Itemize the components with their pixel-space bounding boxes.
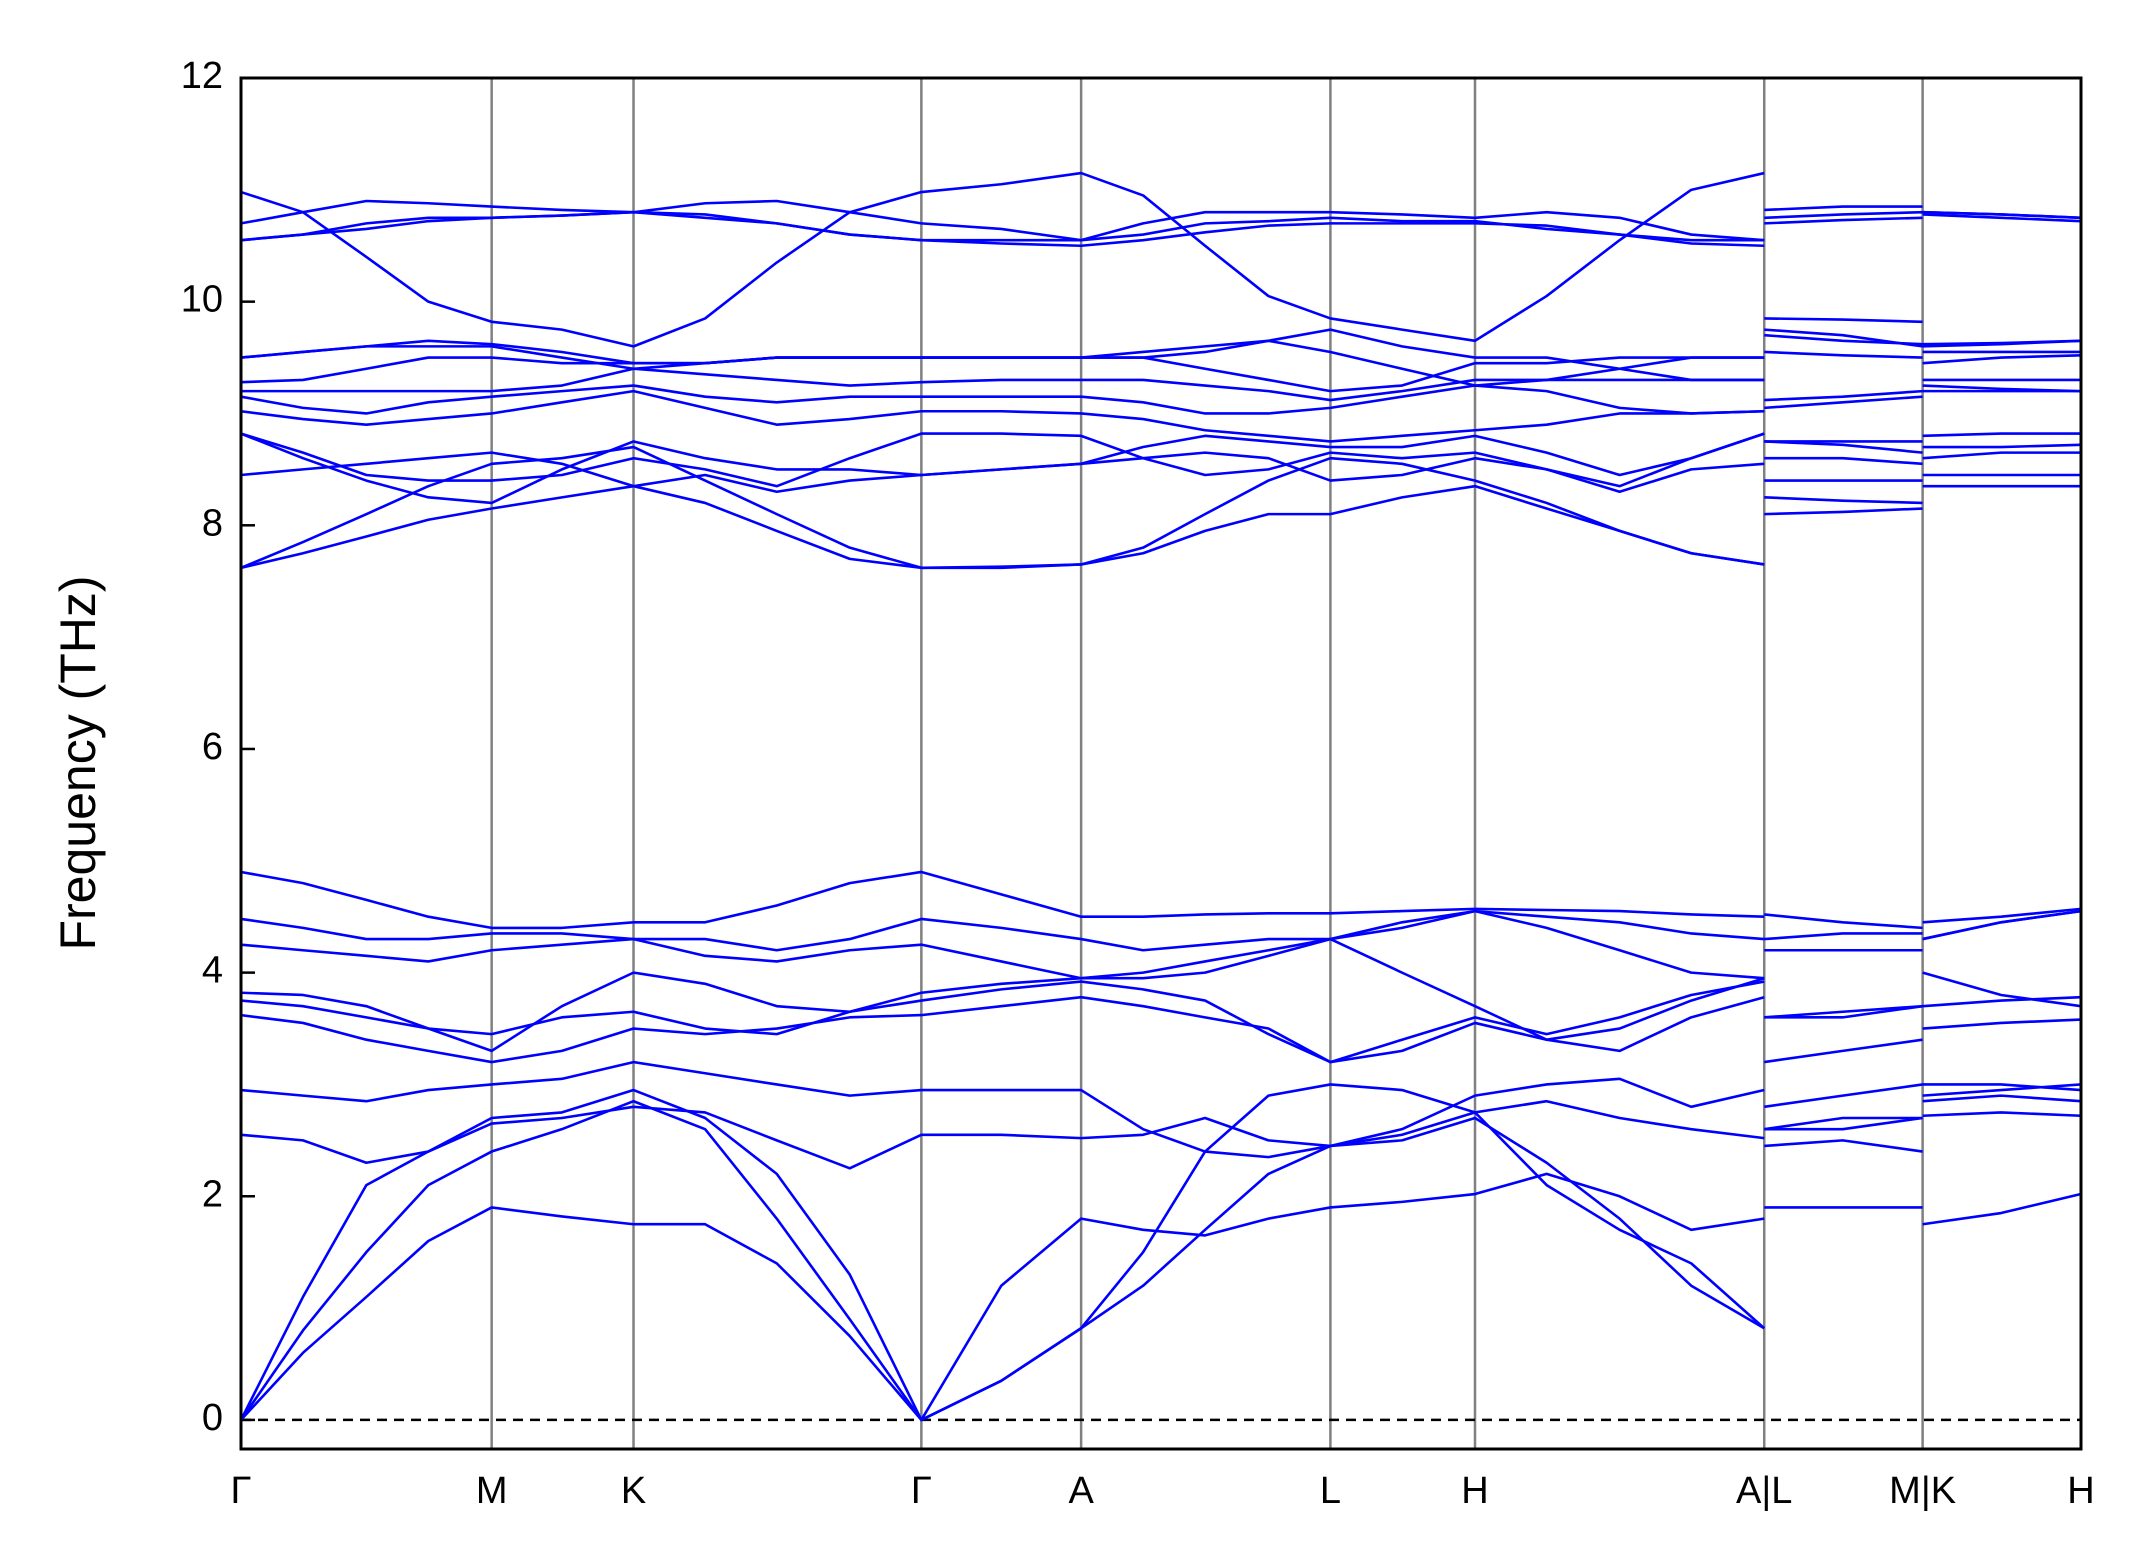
y-tick-label: 6 (202, 726, 223, 768)
x-tick-label: A (1068, 1470, 1094, 1512)
x-tick-label: M (476, 1470, 508, 1512)
band-line (240, 1094, 2082, 1170)
band-line (239, 1088, 2082, 1422)
band-line (240, 328, 2081, 382)
band-line (240, 210, 2082, 242)
band-line (241, 367, 2081, 402)
band-line (240, 384, 2082, 415)
band-line (239, 1083, 2082, 1422)
y-tick-label: 2 (202, 1173, 223, 1215)
band-line (240, 870, 2082, 930)
plot-frame (239, 76, 2083, 1451)
band-line (240, 995, 2082, 1064)
band-line (240, 445, 2081, 570)
x-tick-label: H (2067, 1470, 2094, 1512)
band-line (240, 1060, 2082, 1159)
band-line (240, 1111, 2082, 1422)
band-line (240, 171, 2082, 348)
x-tick-label: Γ (911, 1470, 932, 1512)
band-line (240, 350, 2082, 393)
band-line (240, 980, 2082, 1064)
x-tick-label: H (1461, 1470, 1488, 1512)
band-line (240, 199, 2082, 242)
x-tick-label: K (621, 1470, 646, 1512)
x-tick-label: A|L (1736, 1470, 1792, 1512)
band-line (240, 909, 2082, 952)
band-line (240, 432, 2081, 505)
x-tick-label: Γ (231, 1470, 252, 1512)
y-tick-label: 10 (181, 279, 223, 321)
band-line (240, 937, 2082, 1053)
y-tick-label: 8 (202, 502, 223, 544)
y-tick-label: 12 (181, 55, 223, 97)
y-tick-label: 4 (202, 950, 223, 992)
band-line (240, 432, 2082, 488)
y-tick-label: 0 (202, 1397, 223, 1439)
x-tick-label: M|K (1889, 1470, 1956, 1512)
y-axis-label: Frequency (THz) (50, 575, 106, 950)
x-tick-label: L (1320, 1470, 1341, 1512)
